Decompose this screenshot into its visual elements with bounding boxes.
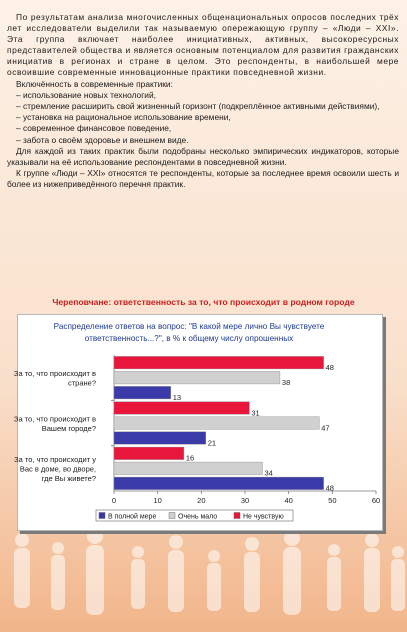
paragraph-group-definition: К группе «Люди – XXI» относятся те респо… (7, 167, 399, 189)
category-label: стране? (68, 378, 96, 387)
category-label: За то, что происходит в (14, 414, 96, 423)
practice-item: – современное финансовое поведение, (16, 123, 172, 134)
paragraph-practices-heading: Включённость в современные практики: (16, 79, 173, 90)
data-label: 38 (282, 378, 290, 387)
bar (113, 431, 206, 445)
data-label: 16 (186, 454, 194, 463)
bar (113, 371, 281, 385)
paragraph-indicators: Для каждой из таких практик были подобра… (7, 145, 399, 167)
x-tick-label: 0 (112, 496, 116, 505)
data-label: 48 (326, 363, 334, 372)
people-silhouettes-decoration (14, 528, 405, 615)
legend-swatch (168, 512, 176, 519)
practice-item: – стремление расширить свой жизненный го… (16, 101, 380, 112)
bar (113, 476, 324, 490)
paragraph-intro: По результатам анализа многочисленных об… (7, 12, 399, 78)
x-tick-label: 60 (372, 496, 380, 505)
chart-subtitle: Распределение ответов на вопрос: "В како… (53, 322, 325, 343)
x-tick-label: 40 (284, 496, 292, 505)
legend-label: В полной мере (108, 512, 156, 520)
bar (113, 401, 250, 415)
legend-swatch (233, 512, 241, 519)
category-label: Вас в доме, во дворе, (20, 464, 96, 473)
practice-item: – забота о своём здоровье и внешнем виде… (16, 134, 189, 145)
bar (113, 416, 320, 430)
category-label: За то, что происходит в (14, 369, 96, 378)
x-tick-label: 20 (197, 496, 205, 505)
x-tick-label: 30 (241, 496, 249, 505)
bar (113, 446, 185, 460)
category-label: где Вы живете? (42, 474, 96, 483)
practice-item: – установка на рациональное использовани… (16, 112, 231, 123)
data-label: 34 (264, 469, 272, 478)
chart-title: Череповчане: ответственность за то, что … (52, 297, 355, 307)
data-label: 13 (173, 393, 181, 402)
x-tick-label: 50 (328, 496, 336, 505)
bar (113, 386, 171, 400)
legend-label: Не чувствую (243, 513, 284, 520)
legend-swatch (98, 512, 106, 519)
category-label: За то, что происходит у (14, 455, 96, 464)
category-label: Вашем городе? (42, 424, 96, 433)
bar (113, 461, 263, 475)
legend-label: Очень мало (178, 513, 217, 520)
data-label: 48 (326, 484, 334, 493)
data-label: 21 (208, 438, 216, 447)
article-text: По результатам анализа многочисленных об… (7, 12, 399, 190)
x-tick-label: 10 (153, 496, 161, 505)
data-label: 47 (321, 423, 329, 432)
legend-box (95, 509, 294, 522)
practice-item: – использование новых технологий, (16, 90, 156, 101)
bar (113, 356, 324, 370)
data-label: 31 (251, 408, 259, 417)
